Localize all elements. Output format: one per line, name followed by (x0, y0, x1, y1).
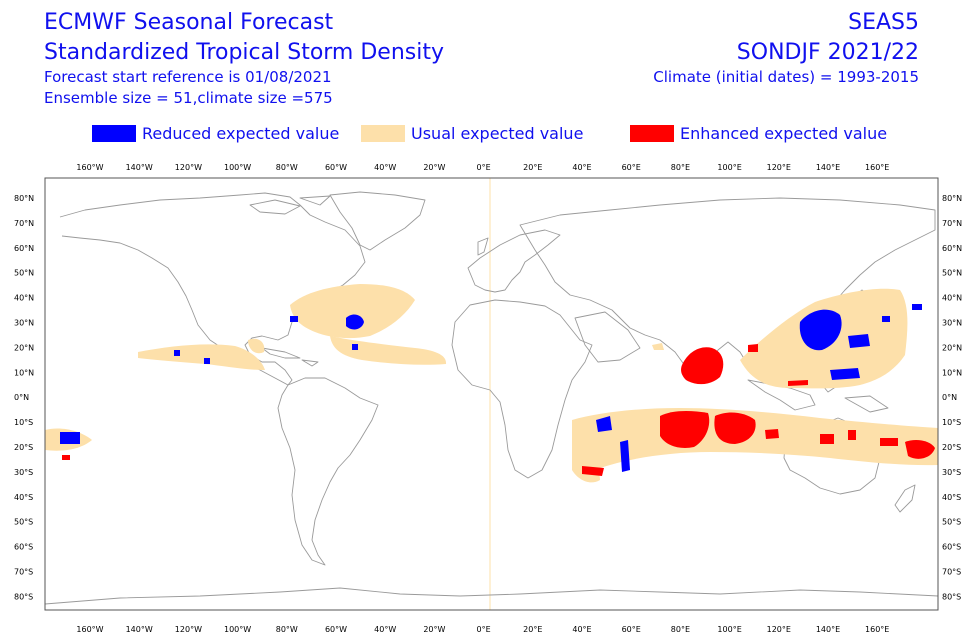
lon-tick-label-bottom: 120°E (767, 625, 791, 634)
lon-tick-label-bottom: 160°W (76, 625, 103, 634)
lon-tick-label-top: 100°W (224, 163, 251, 172)
lat-tick-label-left: 80°N (14, 194, 34, 203)
lon-tick-label-top: 160°W (76, 163, 103, 172)
lon-tick-label-top: 40°E (572, 163, 591, 172)
lon-tick-label-bottom: 40°W (374, 625, 396, 634)
lat-tick-label-right: 30°S (942, 468, 961, 477)
lon-tick-label-top: 20°W (423, 163, 445, 172)
lat-tick-label-left: 0°N (14, 393, 29, 402)
lat-tick-label-right: 20°N (942, 343, 962, 352)
lat-tick-label-right: 20°S (942, 443, 961, 452)
lon-tick-label-bottom: 160°E (865, 625, 889, 634)
lat-tick-label-left: 10°S (14, 418, 33, 427)
legend-label-usual: Usual expected value (411, 124, 584, 143)
forecast-period: SONDJF 2021/22 (736, 40, 919, 65)
lon-tick-label-bottom: 120°W (175, 625, 202, 634)
map-background (45, 178, 938, 610)
lat-tick-label-left: 40°N (14, 294, 34, 303)
lon-tick-label-top: 60°W (325, 163, 347, 172)
title-line-2: Standardized Tropical Storm Density (44, 40, 444, 65)
lon-tick-label-bottom: 80°W (276, 625, 298, 634)
map-frame (44, 177, 939, 611)
lat-tick-label-right: 0°N (942, 393, 957, 402)
lon-tick-label-bottom: 20°E (523, 625, 542, 634)
lat-tick-label-right: 80°S (942, 592, 961, 601)
lon-tick-label-bottom: 40°E (572, 625, 591, 634)
lon-tick-label-top: 80°W (276, 163, 298, 172)
lat-tick-label-right: 70°N (942, 219, 962, 228)
legend-reduced: Reduced expected value (92, 124, 352, 144)
lat-tick-label-left: 20°S (14, 443, 33, 452)
climate-period: Climate (initial dates) = 1993-2015 (653, 68, 919, 86)
lat-tick-label-left: 70°N (14, 219, 34, 228)
lon-tick-label-bottom: 80°E (671, 625, 690, 634)
lat-tick-label-right: 40°S (942, 493, 961, 502)
enhanced-regions (62, 344, 935, 476)
lon-tick-label-bottom: 60°W (325, 625, 347, 634)
lat-tick-label-left: 20°N (14, 343, 34, 352)
lat-tick-label-left: 40°S (14, 493, 33, 502)
lon-tick-label-top: 20°E (523, 163, 542, 172)
legend-swatch-usual (361, 125, 405, 142)
legend-label-enhanced: Enhanced expected value (680, 124, 888, 143)
lon-tick-label-top: 60°E (622, 163, 641, 172)
lat-tick-label-right: 80°N (942, 194, 962, 203)
lat-tick-label-right: 70°S (942, 568, 961, 577)
lon-tick-label-bottom: 20°W (423, 625, 445, 634)
lat-tick-label-right: 60°S (942, 543, 961, 552)
legend-usual: Usual expected value (361, 124, 621, 144)
lat-tick-label-right: 50°S (942, 518, 961, 527)
lat-tick-label-right: 50°N (942, 269, 962, 278)
lon-tick-label-top: 160°E (865, 163, 889, 172)
lat-tick-label-right: 60°N (942, 244, 962, 253)
lat-tick-label-left: 10°N (14, 368, 34, 377)
lat-tick-label-left: 60°S (14, 543, 33, 552)
title-line-1: ECMWF Seasonal Forecast (44, 10, 334, 35)
lon-tick-label-bottom: 60°E (622, 625, 641, 634)
lon-tick-label-top: 40°W (374, 163, 396, 172)
legend-swatch-enhanced (630, 125, 674, 142)
lat-tick-label-left: 30°S (14, 468, 33, 477)
lat-tick-label-right: 30°N (942, 319, 962, 328)
lon-tick-label-bottom: 140°W (126, 625, 153, 634)
lon-tick-label-bottom: 0°E (477, 625, 491, 634)
lat-tick-label-left: 50°S (14, 518, 33, 527)
lon-tick-label-bottom: 100°E (717, 625, 741, 634)
lon-tick-label-bottom: 140°E (816, 625, 840, 634)
legend-swatch-reduced (92, 125, 136, 142)
lat-tick-label-right: 40°N (942, 294, 962, 303)
lat-tick-label-left: 80°S (14, 592, 33, 601)
lon-tick-label-top: 0°E (477, 163, 491, 172)
start-reference: Forecast start reference is 01/08/2021 (44, 68, 332, 86)
lon-tick-label-bottom: 100°W (224, 625, 251, 634)
lon-tick-label-top: 100°E (717, 163, 741, 172)
legend-enhanced: Enhanced expected value (630, 124, 910, 144)
lon-tick-label-top: 120°E (767, 163, 791, 172)
lat-tick-label-left: 50°N (14, 269, 34, 278)
lat-tick-label-right: 10°N (942, 368, 962, 377)
lat-tick-label-right: 10°S (942, 418, 961, 427)
system-name: SEAS5 (848, 10, 919, 35)
lon-tick-label-top: 140°E (816, 163, 840, 172)
lat-tick-label-left: 70°S (14, 568, 33, 577)
lon-tick-label-top: 140°W (126, 163, 153, 172)
reduced-regions (60, 304, 922, 472)
lat-tick-label-left: 30°N (14, 319, 34, 328)
legend-label-reduced: Reduced expected value (142, 124, 340, 143)
lat-tick-label-left: 60°N (14, 244, 34, 253)
lon-tick-label-top: 80°E (671, 163, 690, 172)
ensemble-size: Ensemble size = 51,climate size =575 (44, 89, 333, 107)
lon-tick-label-top: 120°W (175, 163, 202, 172)
